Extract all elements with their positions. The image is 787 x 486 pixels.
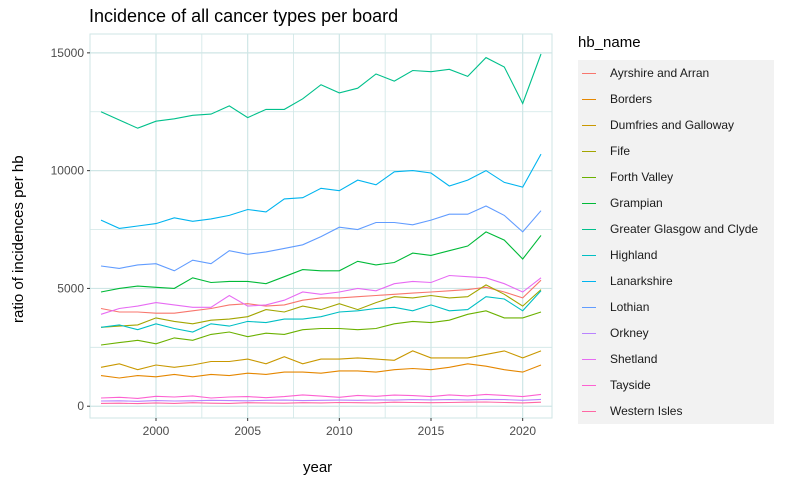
legend-item-western-isles: Western Isles: [578, 398, 774, 424]
legend-item-grampian: Grampian: [578, 190, 774, 216]
legend-label: Grampian: [610, 196, 663, 210]
legend-item-orkney: Orkney: [578, 320, 774, 346]
legend-swatch-line: [582, 72, 596, 74]
series-line-lothian: [100, 205, 542, 272]
legend-swatch-line: [582, 306, 596, 308]
series-line-grampian: [100, 231, 542, 293]
series-line-borders: [100, 363, 542, 379]
legend-key: [578, 190, 600, 216]
legend-label: Shetland: [610, 352, 658, 366]
legend-label: Greater Glasgow and Clyde: [610, 222, 759, 236]
legend-key: [578, 138, 600, 164]
legend-label: Orkney: [610, 326, 649, 340]
legend-key: [578, 164, 600, 190]
x-axis-label: year: [303, 459, 333, 476]
x-tick-label: 2010: [326, 424, 353, 438]
x-tick-label: 2005: [234, 424, 261, 438]
legend-key: [578, 372, 600, 398]
legend-label: Fife: [610, 144, 631, 158]
legend-swatch-line: [582, 202, 596, 204]
legend-item-tayside: Tayside: [578, 372, 774, 398]
legend-item-greater-glasgow-and-clyde: Greater Glasgow and Clyde: [578, 216, 774, 242]
legend-item-forth-valley: Forth Valley: [578, 164, 774, 190]
legend-label: Dumfries and Galloway: [610, 118, 735, 132]
legend-key: [578, 294, 600, 320]
legend-key: [578, 398, 600, 424]
chart-title: Incidence of all cancer types per board: [89, 6, 399, 26]
legend-item-lothian: Lothian: [578, 294, 774, 320]
series-line-greater-glasgow-and-clyde: [100, 53, 542, 129]
legend-swatch-line: [582, 358, 596, 360]
legend-panel: Ayrshire and Arran Borders Dumfries and Ga…: [578, 60, 774, 424]
x-tick-label: 2000: [143, 424, 170, 438]
legend-item-shetland: Shetland: [578, 346, 774, 372]
series-line-forth-valley: [100, 310, 542, 346]
series-lines: [100, 53, 542, 405]
legend-label: Borders: [610, 92, 653, 106]
legend-label: Lanarkshire: [610, 274, 673, 288]
series-line-western-isles: [100, 401, 542, 405]
legend-item-ayrshire-and-arran: Ayrshire and Arran: [578, 60, 774, 86]
legend-item-lanarkshire: Lanarkshire: [578, 268, 774, 294]
series-line-tayside: [100, 393, 542, 399]
legend-key: [578, 216, 600, 242]
legend-swatch-line: [582, 332, 596, 334]
series-line-shetland: [100, 274, 542, 315]
legend-label: Ayrshire and Arran: [610, 66, 710, 80]
legend-swatch-line: [582, 176, 596, 178]
legend-title: hb_name: [578, 34, 641, 51]
series-line-orkney: [100, 398, 542, 402]
legend-key: [578, 242, 600, 268]
series-line-dumfries-and-galloway: [100, 350, 542, 371]
legend-swatch-line: [582, 280, 596, 282]
legend: hb_name Ayrshire and Arran Borders Dumfrie…: [578, 34, 774, 424]
legend-item-fife: Fife: [578, 138, 774, 164]
x-tick-label: 2020: [509, 424, 536, 438]
legend-label: Forth Valley: [610, 170, 674, 184]
legend-label: Tayside: [610, 378, 651, 392]
series-line-fife: [100, 284, 542, 328]
axis-ticks: 2000 2005 2010 2015 2020 0 5000 10000 15000: [51, 46, 537, 438]
y-tick-label: 5000: [57, 281, 84, 295]
legend-key: [578, 320, 600, 346]
legend-key: [578, 346, 600, 372]
grid-lines: [90, 34, 552, 418]
legend-swatch-line: [582, 254, 596, 256]
plot-background: [89, 33, 553, 419]
legend-swatch-line: [582, 228, 596, 230]
legend-key: [578, 268, 600, 294]
y-tick-label: 0: [77, 399, 84, 413]
legend-key: [578, 60, 600, 86]
legend-item-borders: Borders: [578, 86, 774, 112]
legend-item-dumfries-and-galloway: Dumfries and Galloway: [578, 112, 774, 138]
legend-label: Highland: [610, 248, 658, 262]
legend-label: Lothian: [610, 300, 650, 314]
series-line-highland: [100, 290, 542, 333]
legend-item-highland: Highland: [578, 242, 774, 268]
legend-swatch-line: [582, 150, 596, 152]
legend-swatch-line: [582, 124, 596, 126]
legend-key: [578, 112, 600, 138]
legend-swatch-line: [582, 384, 596, 386]
legend-swatch-line: [582, 410, 596, 412]
y-tick-label: 15000: [51, 46, 85, 60]
series-line-lanarkshire: [100, 153, 542, 229]
legend-label: Western Isles: [610, 404, 683, 418]
x-tick-label: 2015: [418, 424, 445, 438]
series-line-ayrshire-and-arran: [100, 279, 542, 314]
y-axis-label: ratio of incidences per hb: [10, 155, 27, 323]
y-tick-label: 10000: [51, 164, 85, 178]
legend-swatch-line: [582, 98, 596, 100]
legend-key: [578, 86, 600, 112]
